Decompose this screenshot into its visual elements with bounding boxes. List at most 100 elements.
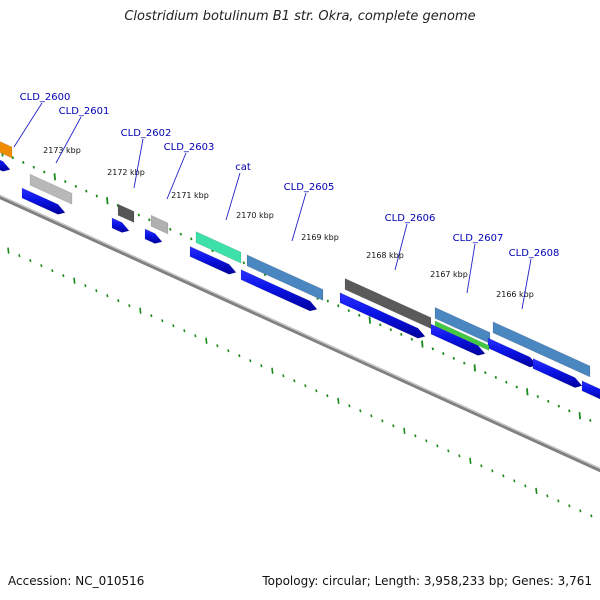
scale-tick bbox=[502, 474, 505, 478]
cds-arrow bbox=[581, 380, 600, 400]
gene-label-leader bbox=[394, 223, 408, 271]
scale-tick bbox=[106, 294, 109, 298]
scale-tick bbox=[579, 509, 582, 513]
backbone-highlight bbox=[0, 195, 600, 470]
cds-arrow bbox=[111, 217, 130, 233]
scale-tick bbox=[148, 218, 151, 222]
gene-band bbox=[117, 203, 135, 223]
gc-content-bar bbox=[434, 320, 490, 351]
gene-label-leader bbox=[521, 258, 532, 310]
scale-tick bbox=[452, 356, 455, 360]
scale-tick bbox=[53, 173, 56, 181]
cds-arrow bbox=[144, 228, 163, 244]
scale-tick bbox=[32, 165, 35, 169]
accession-value: NC_010516 bbox=[75, 574, 145, 588]
gene-band bbox=[0, 141, 13, 159]
gene-feature[interactable] bbox=[430, 306, 491, 356]
topology-value: circular bbox=[322, 574, 367, 588]
scale-tick bbox=[271, 367, 274, 374]
length-value: 3,958,233 bp bbox=[423, 574, 504, 588]
scale-tick bbox=[95, 289, 98, 293]
gene-feature[interactable] bbox=[111, 203, 135, 233]
cds-arrow bbox=[532, 358, 583, 388]
scale-tick bbox=[326, 394, 329, 398]
gene-feature[interactable] bbox=[487, 321, 591, 378]
scale-tick bbox=[11, 156, 14, 160]
gene-label[interactable]: CLD_2605 bbox=[284, 182, 335, 193]
gene-label-leader bbox=[291, 192, 307, 242]
gene-label-leader bbox=[166, 152, 187, 200]
gene-feature[interactable] bbox=[21, 173, 73, 215]
gene-band bbox=[150, 214, 169, 235]
scale-tick bbox=[205, 337, 208, 344]
scale-tick bbox=[179, 232, 182, 236]
scale-tick bbox=[557, 404, 560, 408]
gene-label[interactable]: CLD_2602 bbox=[121, 128, 172, 139]
gene-feature[interactable] bbox=[189, 231, 242, 275]
scale-tick bbox=[128, 304, 131, 308]
gene-label[interactable]: CLD_2603 bbox=[164, 142, 215, 153]
scale-tick bbox=[117, 299, 120, 303]
gene-feature[interactable] bbox=[144, 214, 169, 244]
scale-tick bbox=[400, 333, 403, 336]
position-label: 2167 kbp bbox=[430, 270, 468, 279]
scale-tick bbox=[491, 469, 494, 473]
accession-label: Accession: bbox=[8, 574, 72, 588]
gene-label[interactable]: CLD_2606 bbox=[385, 213, 436, 224]
scale-tick bbox=[589, 419, 592, 422]
gene-label[interactable]: CLD_2608 bbox=[509, 248, 560, 259]
scale-tick bbox=[304, 384, 307, 388]
gene-feature[interactable] bbox=[240, 254, 324, 312]
scale-tick bbox=[282, 374, 285, 378]
scale-tick bbox=[546, 494, 549, 498]
scale-tick bbox=[515, 385, 518, 389]
gene-label[interactable]: cat bbox=[235, 162, 251, 173]
scale-tick bbox=[381, 419, 384, 423]
gene-label-leader bbox=[13, 102, 43, 148]
position-label: 2173 kbp bbox=[43, 146, 81, 155]
scale-tick bbox=[463, 361, 466, 365]
scale-tick bbox=[172, 324, 175, 328]
gene-label[interactable]: CLD_2607 bbox=[453, 233, 504, 244]
position-label: 2172 kbp bbox=[107, 168, 145, 177]
cds-arrow bbox=[430, 323, 486, 356]
scale-tick bbox=[64, 180, 67, 183]
scale-tick bbox=[484, 371, 487, 375]
gene-band bbox=[29, 173, 73, 205]
scale-tick bbox=[494, 376, 497, 379]
gene-feature[interactable] bbox=[339, 278, 432, 339]
scale-tick bbox=[183, 329, 186, 333]
scale-tick bbox=[469, 457, 472, 464]
cds-arrow bbox=[21, 187, 66, 215]
topology-label: Topology: bbox=[262, 574, 319, 588]
scale-tick bbox=[370, 414, 373, 418]
scale-tick bbox=[337, 397, 340, 404]
scale-tick bbox=[216, 344, 219, 348]
genome-backbone bbox=[0, 194, 600, 473]
scale-tick bbox=[150, 314, 153, 318]
scale-tick bbox=[29, 259, 32, 263]
scale-tick bbox=[84, 284, 87, 288]
scale-tick bbox=[242, 261, 245, 265]
gene-band bbox=[246, 254, 324, 301]
scale-tick bbox=[315, 389, 318, 393]
gene-label[interactable]: CLD_2601 bbox=[59, 106, 110, 117]
scale-tick bbox=[347, 309, 350, 312]
gene-band bbox=[492, 321, 591, 378]
scale-tick bbox=[18, 254, 21, 258]
scale-tick bbox=[473, 364, 476, 372]
scale-tick bbox=[513, 479, 516, 483]
scale-tick bbox=[359, 409, 362, 413]
scale-tick bbox=[505, 380, 508, 384]
scale-tick bbox=[458, 454, 461, 458]
scale-tick bbox=[590, 514, 593, 518]
gene-label-leader bbox=[55, 116, 82, 164]
gene-feature[interactable] bbox=[0, 139, 13, 172]
scale-tick bbox=[431, 347, 434, 351]
scale-tick bbox=[379, 323, 382, 327]
position-label: 2169 kbp bbox=[301, 233, 339, 242]
scale-tick bbox=[447, 449, 450, 453]
gene-label[interactable]: CLD_2600 bbox=[20, 92, 71, 103]
scale-tick bbox=[40, 264, 43, 268]
